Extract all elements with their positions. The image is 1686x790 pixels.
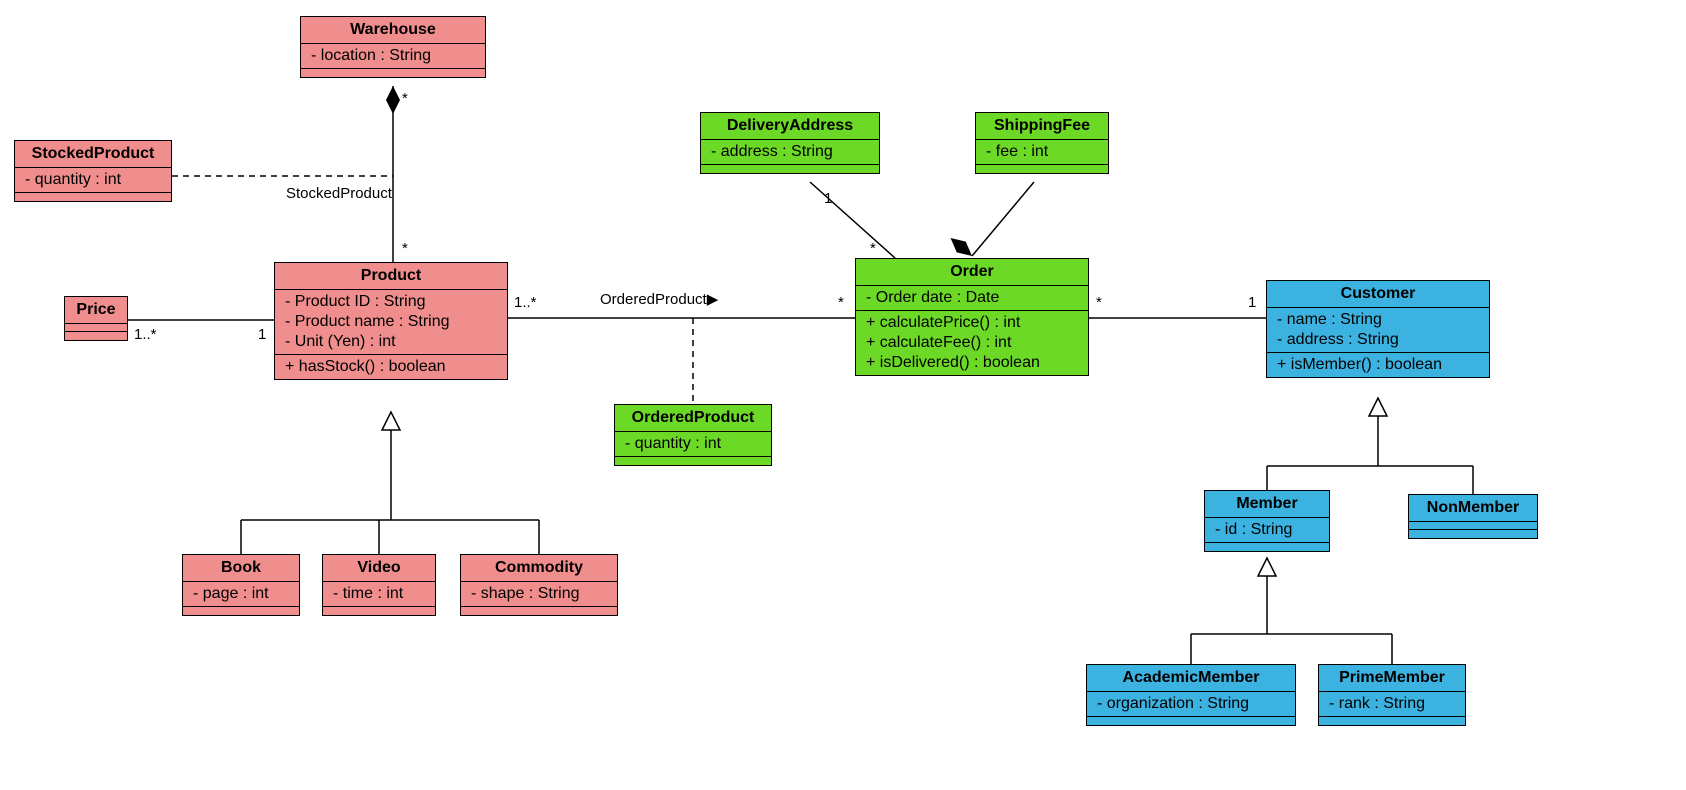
class-title: Member (1205, 491, 1329, 518)
class-attributes: - shape : String (461, 582, 617, 607)
class-title: DeliveryAddress (701, 113, 879, 140)
mult-product-right: 1..* (514, 294, 537, 311)
class-product: Product- Product ID : String- Product na… (274, 262, 508, 380)
class-attributes (1409, 522, 1537, 530)
mult-product-top: * (402, 240, 408, 257)
class-operations (1409, 530, 1537, 538)
class-academicMember: AcademicMember- organization : String (1086, 664, 1296, 726)
class-operations (615, 457, 771, 465)
class-title: Product (275, 263, 507, 290)
class-attributes: - id : String (1205, 518, 1329, 543)
class-title: Video (323, 555, 435, 582)
class-commodity: Commodity- shape : String (460, 554, 618, 616)
class-warehouse: Warehouse- location : String (300, 16, 486, 78)
class-member: Member- id : String (1204, 490, 1330, 552)
class-title: ShippingFee (976, 113, 1108, 140)
class-title: Warehouse (301, 17, 485, 44)
class-title: Customer (1267, 281, 1489, 308)
mult-warehouse-bottom: * (402, 90, 408, 107)
class-operations (461, 607, 617, 615)
class-title: Order (856, 259, 1088, 286)
class-operations (301, 69, 485, 77)
class-operations (1319, 717, 1465, 725)
class-operations: + isMember() : boolean (1267, 353, 1489, 377)
class-operations (701, 165, 879, 173)
class-operations (976, 165, 1108, 173)
class-attributes: - rank : String (1319, 692, 1465, 717)
class-attributes: - quantity : int (615, 432, 771, 457)
class-title: Price (65, 297, 127, 324)
class-operations (323, 607, 435, 615)
class-attributes: - page : int (183, 582, 299, 607)
class-video: Video- time : int (322, 554, 436, 616)
class-customer: Customer- name : String- address : Strin… (1266, 280, 1490, 378)
class-operations (1205, 543, 1329, 551)
uml-canvas: StockedProduct * * 1..* 1 1..* OrderedPr… (0, 0, 1686, 790)
mult-deliv-bottom: 1 (824, 190, 832, 207)
class-attributes: - Product ID : String- Product name : St… (275, 290, 507, 355)
mult-order-left: * (838, 294, 844, 311)
class-title: PrimeMember (1319, 665, 1465, 692)
class-title: OrderedProduct (615, 405, 771, 432)
class-attributes: - Order date : Date (856, 286, 1088, 311)
class-attributes: - time : int (323, 582, 435, 607)
mult-order-topleft: * (870, 240, 876, 257)
class-title: Commodity (461, 555, 617, 582)
mult-order-right: * (1096, 294, 1102, 311)
class-attributes: - name : String- address : String (1267, 308, 1489, 353)
class-operations (15, 193, 171, 201)
class-attributes: - quantity : int (15, 168, 171, 193)
class-operations (65, 332, 127, 340)
class-shippingFee: ShippingFee- fee : int (975, 112, 1109, 174)
class-attributes: - organization : String (1087, 692, 1295, 717)
class-attributes: - fee : int (976, 140, 1108, 165)
mult-price-left: 1..* (134, 326, 157, 343)
label-stockedproduct: StockedProduct (286, 185, 392, 202)
class-operations: + hasStock() : boolean (275, 355, 507, 379)
class-order: Order- Order date : Date+ calculatePrice… (855, 258, 1089, 376)
class-primeMember: PrimeMember- rank : String (1318, 664, 1466, 726)
class-deliveryAddress: DeliveryAddress- address : String (700, 112, 880, 174)
class-operations (1087, 717, 1295, 725)
class-title: NonMember (1409, 495, 1537, 522)
class-attributes: - location : String (301, 44, 485, 69)
class-title: StockedProduct (15, 141, 171, 168)
class-book: Book- page : int (182, 554, 300, 616)
class-price: Price (64, 296, 128, 341)
class-title: Book (183, 555, 299, 582)
class-operations (183, 607, 299, 615)
class-title: AcademicMember (1087, 665, 1295, 692)
class-attributes: - address : String (701, 140, 879, 165)
label-orderedproduct: OrderedProduct▶ (600, 290, 718, 308)
mult-customer-left: 1 (1248, 294, 1256, 311)
class-orderedProduct: OrderedProduct- quantity : int (614, 404, 772, 466)
class-operations: + calculatePrice() : int+ calculateFee()… (856, 311, 1088, 375)
class-nonMember: NonMember (1408, 494, 1538, 539)
mult-price-right: 1 (258, 326, 266, 343)
class-attributes (65, 324, 127, 332)
class-stockedProduct: StockedProduct- quantity : int (14, 140, 172, 202)
